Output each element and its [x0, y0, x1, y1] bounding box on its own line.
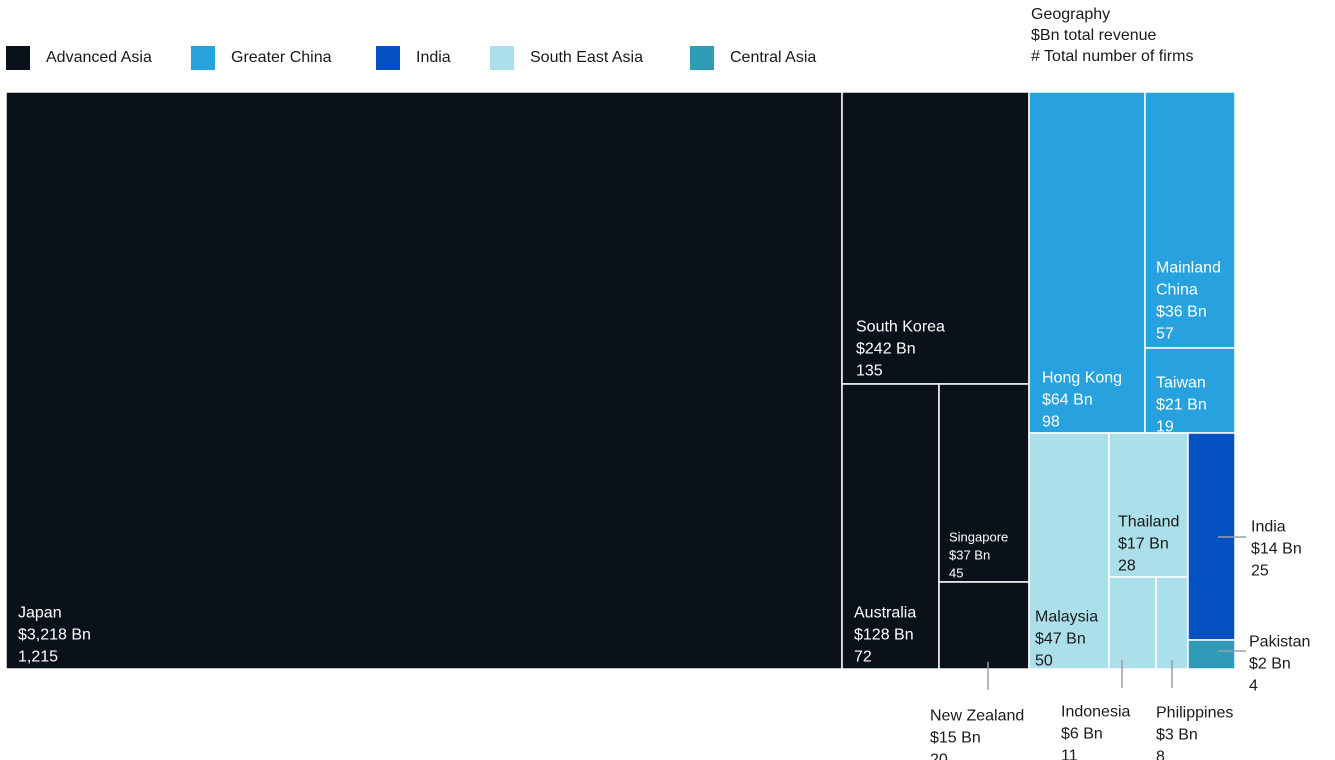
cell-label-mainland-china: Mainland China $36 Bn 57: [1156, 259, 1221, 342]
treemap-cell-australia: [841, 383, 940, 670]
cell-revenue-label: $36 Bn: [1156, 303, 1207, 320]
cell-label-hong-kong: Hong Kong $64 Bn 98: [1042, 369, 1122, 430]
cell-revenue-label: $128 Bn: [854, 626, 914, 643]
legend-label: Greater China: [231, 49, 332, 66]
legend-label: Advanced Asia: [46, 49, 152, 66]
cell-name-label: Australia: [854, 604, 916, 621]
treemap-cell-japan: [5, 91, 843, 670]
cell-revenue-label: $37 Bn: [949, 548, 990, 563]
cell-name-label: South Korea: [856, 318, 945, 335]
cell-revenue-label: $64 Bn: [1042, 391, 1093, 408]
legend-label: South East Asia: [530, 49, 643, 66]
cell-revenue-label: $15 Bn: [930, 729, 981, 746]
cell-label-philippines: Philippines $3 Bn 8: [1156, 704, 1233, 760]
cell-firms-label: 20: [930, 751, 948, 760]
cell-label-malaysia: Malaysia $47 Bn 50: [1035, 608, 1098, 669]
key-firms: # Total number of firms: [1031, 48, 1194, 65]
cell-firms-label: 135: [856, 362, 883, 379]
cell-label-thailand: Thailand $17 Bn 28: [1118, 513, 1179, 574]
legend-label: India: [416, 49, 451, 66]
legend-swatch: [376, 46, 400, 70]
cell-name-label: Japan: [18, 604, 62, 621]
cell-firms-label: 25: [1251, 562, 1269, 579]
treemap-cell-philippines: [1155, 576, 1189, 670]
legend-swatch: [6, 46, 30, 70]
cell-name-label: China: [1156, 281, 1198, 298]
cell-firms-label: 98: [1042, 413, 1060, 430]
cell-label-indonesia: Indonesia $6 Bn 11: [1061, 703, 1130, 760]
cell-label-australia: Australia $128 Bn 72: [854, 604, 916, 665]
cell-revenue-label: $17 Bn: [1118, 535, 1169, 552]
cell-firms-label: 57: [1156, 325, 1174, 342]
cell-revenue-label: $2 Bn: [1249, 655, 1291, 672]
cell-revenue-label: $242 Bn: [856, 340, 916, 357]
cell-label-pakistan: Pakistan $2 Bn 4: [1249, 633, 1310, 694]
cell-label-singapore: Singapore $37 Bn 45: [949, 530, 1008, 581]
legend-item-advanced-asia: Advanced Asia: [6, 46, 152, 70]
treemap-cell-thailand: [1108, 432, 1189, 578]
cell-label-taiwan: Taiwan $21 Bn 19: [1156, 374, 1207, 435]
cell-firms-label: 4: [1249, 677, 1258, 694]
treemap-cell-south-korea: [841, 91, 1030, 385]
cell-firms-label: 50: [1035, 652, 1053, 669]
cell-name-label: Indonesia: [1061, 703, 1130, 720]
cell-name-label: Mainland: [1156, 259, 1221, 276]
treemap-cell-malaysia: [1028, 432, 1110, 670]
cell-revenue-label: $6 Bn: [1061, 725, 1103, 742]
cell-name-label: India: [1251, 518, 1286, 535]
key-geography: Geography: [1031, 6, 1111, 23]
treemap-cell-pakistan: [1187, 639, 1236, 670]
cell-name-label: Thailand: [1118, 513, 1179, 530]
legend-label: Central Asia: [730, 49, 817, 66]
cell-label-japan: Japan $3,218 Bn 1,215: [18, 604, 91, 665]
legend-item-india: India: [376, 46, 451, 70]
cell-firms-label: 45: [949, 566, 963, 581]
cell-name-label: Hong Kong: [1042, 369, 1122, 386]
treemap-cell-taiwan: [1144, 347, 1236, 434]
cell-label-new-zealand: New Zealand $15 Bn 20: [930, 707, 1024, 760]
cell-name-label: Philippines: [1156, 704, 1233, 721]
cell-revenue-label: $21 Bn: [1156, 396, 1207, 413]
legend-item-central-asia: Central Asia: [690, 46, 816, 70]
cell-revenue-label: $3 Bn: [1156, 726, 1198, 743]
cell-label-south-korea: South Korea $242 Bn 135: [856, 318, 945, 379]
cell-firms-label: 1,215: [18, 648, 58, 665]
legend-swatch: [690, 46, 714, 70]
cell-name-label: New Zealand: [930, 707, 1024, 724]
cell-firms-label: 8: [1156, 748, 1165, 760]
treemap-cell-new-zealand: [938, 581, 1030, 670]
cell-label-india: India $14 Bn 25: [1251, 518, 1302, 579]
cell-revenue-label: $47 Bn: [1035, 630, 1086, 647]
label-key: Geography $Bn total revenue # Total numb…: [1031, 4, 1193, 67]
cell-name-label: Taiwan: [1156, 374, 1206, 391]
cell-firms-label: 19: [1156, 418, 1174, 435]
cell-name-label: Pakistan: [1249, 633, 1310, 650]
treemap-cell-mainland-china: [1144, 91, 1236, 349]
legend-item-south-east-asia: South East Asia: [490, 46, 643, 70]
treemap-cell-indonesia: [1108, 576, 1157, 670]
cell-firms-label: 28: [1118, 557, 1136, 574]
legend-item-greater-china: Greater China: [191, 46, 332, 70]
cell-name-label: Singapore: [949, 530, 1008, 545]
cell-revenue-label: $14 Bn: [1251, 540, 1302, 557]
key-revenue: $Bn total revenue: [1031, 27, 1157, 44]
treemap-cell-singapore: [938, 383, 1030, 583]
legend-swatch: [191, 46, 215, 70]
cell-name-label: Malaysia: [1035, 608, 1098, 625]
cell-revenue-label: $3,218 Bn: [18, 626, 91, 643]
cell-firms-label: 11: [1061, 747, 1078, 760]
cell-firms-label: 72: [854, 648, 872, 665]
legend-swatch: [490, 46, 514, 70]
